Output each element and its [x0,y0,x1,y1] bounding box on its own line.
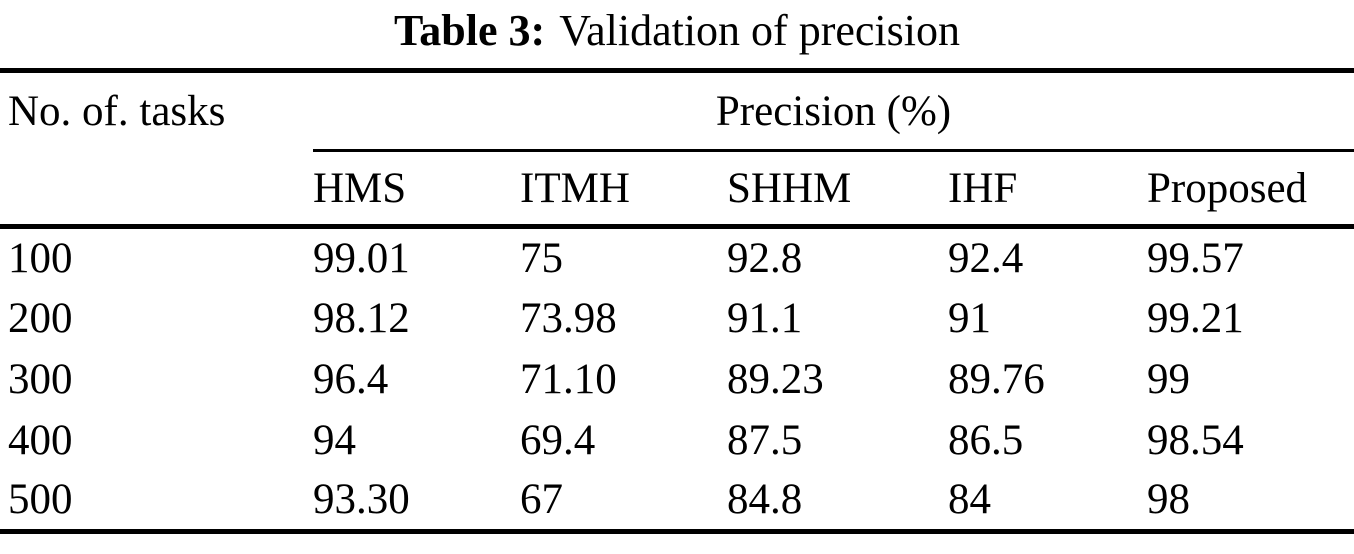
cell-value: 96.4 [313,355,389,403]
cell-value: 98.12 [313,294,410,342]
column-header-shhm: SHHM [727,150,948,229]
cell-value: 94 [313,416,356,464]
cell-value: 87.5 [727,416,803,464]
cell-value: 71.10 [520,355,617,403]
column-header-itmh: ITMH [520,150,727,229]
table-caption: Table 3: Validation of precision [0,0,1354,68]
column-header-hms: HMS [313,150,520,229]
cell-value: 92.4 [948,234,1024,282]
cell-value: 67 [520,476,563,524]
corner-header-cell: No. of. tasks [8,88,226,136]
table-row: 300 96.4 71.10 89.23 89.76 99 [0,349,1354,410]
cell-tasks: 200 [8,294,73,342]
cell-value: 92.8 [727,234,803,282]
cell-value: 69.4 [520,416,596,464]
table-row: 200 98.12 73.98 91.1 91 99.21 [0,288,1354,349]
table-row: 400 94 69.4 87.5 86.5 98.54 [0,410,1354,471]
cell-value: 93.30 [313,476,410,524]
group-header-cell: Precision (%) [313,70,1354,152]
cell-value: 98 [1147,476,1190,524]
cell-value: 91 [948,294,991,342]
table-row: 500 93.30 67 84.8 84 98 [0,471,1354,532]
cell-tasks: 100 [8,234,73,282]
cell-value: 73.98 [520,294,617,342]
cell-value: 98.54 [1147,416,1244,464]
cell-value: 99 [1147,355,1190,403]
table-caption-text: Validation of precision [559,6,960,55]
cell-value: 89.76 [948,355,1045,403]
cell-value: 91.1 [727,294,803,342]
cell-value: 86.5 [948,416,1024,464]
cell-value: 84 [948,476,991,524]
cell-value: 99.21 [1147,294,1244,342]
column-header-proposed: Proposed [1147,150,1354,229]
cell-tasks: 300 [8,355,73,403]
table-subheader-row: HMS ITMH SHHM IHF Proposed [0,150,1354,229]
cell-tasks: 500 [8,476,73,524]
cell-value: 99.57 [1147,234,1244,282]
cell-tasks: 400 [8,416,73,464]
table-header-group-row: No. of. tasks Precision (%) [0,70,1354,152]
cell-value: 75 [520,234,563,282]
cell-value: 89.23 [727,355,824,403]
table-caption-label: Table 3: [394,6,546,55]
cell-value: 84.8 [727,476,803,524]
precision-table: No. of. tasks Precision (%) HMS ITMH SHH… [0,68,1354,534]
table-row: 100 99.01 75 92.8 92.4 99.57 [0,227,1354,288]
column-header-ihf: IHF [948,150,1147,229]
subheader-empty-cell [0,150,313,229]
cell-value: 99.01 [313,234,410,282]
